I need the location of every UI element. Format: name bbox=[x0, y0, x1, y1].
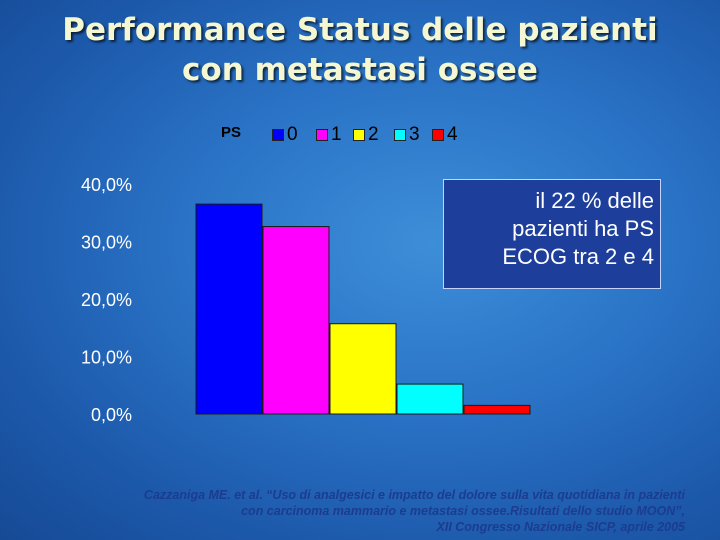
legend-swatch-2 bbox=[353, 129, 365, 141]
bar-ps-0 bbox=[195, 203, 263, 415]
legend-swatch-1 bbox=[316, 129, 328, 141]
page-title: Performance Status delle pazienti con me… bbox=[0, 10, 720, 90]
bar-ps-1 bbox=[262, 226, 330, 415]
y-tick-label: 40,0% bbox=[81, 175, 132, 195]
callout-line-3: ECOG tra 2 e 4 bbox=[502, 244, 654, 269]
legend-swatch-3 bbox=[394, 129, 406, 141]
legend-label-0: 0 bbox=[287, 124, 298, 145]
legend-label-2: 2 bbox=[368, 124, 379, 145]
legend-swatch-0 bbox=[272, 129, 284, 141]
citation-line-3: XII Congresso Nazionale SICP, aprile 200… bbox=[436, 520, 685, 534]
callout-line-1: il 22 % delle bbox=[535, 188, 654, 213]
legend-title: PS bbox=[221, 124, 242, 141]
bar-ps-2 bbox=[329, 323, 397, 415]
citation: Cazzaniga ME. et al. “Uso di analgesici … bbox=[60, 487, 685, 535]
y-tick-label: 0,0% bbox=[91, 405, 132, 425]
bar-ps-4 bbox=[463, 404, 531, 415]
callout-box: il 22 % delle pazienti ha PS ECOG tra 2 … bbox=[443, 179, 661, 289]
citation-line-2: con carcinoma mammario e metastasi ossee… bbox=[241, 504, 685, 518]
y-tick-label: 20,0% bbox=[81, 290, 132, 310]
bar-ps-3 bbox=[396, 383, 464, 415]
citation-line-1: Cazzaniga ME. et al. “Uso di analgesici … bbox=[143, 488, 685, 502]
legend-label-1: 1 bbox=[331, 124, 342, 145]
callout-line-2: pazienti ha PS bbox=[512, 216, 654, 241]
y-tick-label: 30,0% bbox=[81, 233, 132, 253]
legend-swatch-4 bbox=[432, 129, 444, 141]
y-tick-label: 10,0% bbox=[81, 348, 132, 368]
title-line-1: Performance Status delle pazienti bbox=[62, 12, 658, 48]
legend-label-3: 3 bbox=[409, 124, 420, 145]
title-line-2: con metastasi ossee bbox=[182, 52, 538, 88]
legend-label-4: 4 bbox=[447, 124, 458, 145]
